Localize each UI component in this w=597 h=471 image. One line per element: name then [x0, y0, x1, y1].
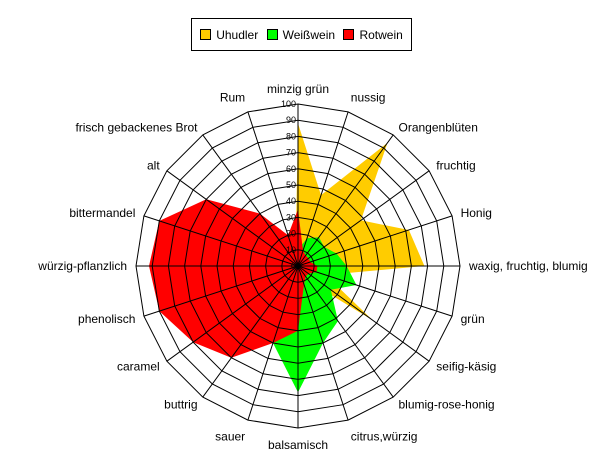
r-tick-label: 60: [286, 164, 296, 174]
grid-spoke-9: [297, 265, 349, 421]
grid-spoke-19: [247, 111, 299, 267]
grid-spoke-18: [202, 134, 299, 267]
category-label: citrus,würzig: [351, 430, 418, 444]
r-tick-label: 50: [286, 180, 296, 190]
legend-label-weisswein: Weißwein: [282, 27, 336, 42]
r-tick-label: 0: [291, 261, 296, 271]
legend-item-rotwein: Rotwein: [343, 27, 403, 42]
grid-spoke-11: [247, 265, 299, 421]
grid-spoke-8: [297, 265, 394, 398]
grid-spoke-17: [166, 170, 299, 267]
category-label: sauer: [215, 430, 245, 444]
r-tick-label: 70: [286, 148, 296, 158]
category-label: nussig: [351, 90, 386, 104]
category-label: Honig: [461, 206, 492, 220]
series-area-2: [149, 199, 318, 358]
r-tick-label: 30: [286, 212, 296, 222]
legend-swatch-rotwein: [343, 29, 355, 40]
category-label: würzig-pflanzlich: [37, 259, 127, 273]
grid-spoke-7: [297, 265, 430, 362]
grid-spoke-4: [297, 215, 453, 267]
r-tick-label: 90: [286, 115, 296, 125]
category-label: seifig-käsig: [436, 360, 496, 374]
category-label: buttrig: [164, 397, 197, 411]
category-label: phenolisch: [78, 312, 135, 326]
category-label: bittermandel: [69, 206, 135, 220]
r-tick-label: 20: [286, 229, 296, 239]
category-label: blumig-rose-honig: [399, 397, 495, 411]
category-label: fruchtig: [436, 159, 475, 173]
grid-spoke-13: [166, 265, 299, 362]
legend-swatch-weisswein: [266, 29, 278, 40]
category-label: minzig grün: [267, 82, 329, 96]
legend-label-rotwein: Rotwein: [359, 27, 403, 42]
grid-spoke-6: [297, 265, 453, 317]
legend-swatch-uhudler: [200, 29, 212, 40]
r-tick-label: 10: [286, 245, 296, 255]
r-tick-label: 40: [286, 196, 296, 206]
category-label: waxig, fruchtig, blumig: [468, 259, 588, 273]
category-label: frisch gebackenes Brot: [75, 121, 198, 135]
legend-label-uhudler: Uhudler: [216, 27, 259, 42]
legend-item-uhudler: Uhudler: [200, 28, 258, 42]
legend-item-weisswein: Weißwein: [266, 27, 336, 42]
grid-spoke-1: [297, 111, 349, 267]
category-label: alt: [147, 159, 160, 173]
category-label: Orangenblüten: [399, 121, 478, 135]
category-label: balsamisch: [268, 438, 328, 452]
category-label: grün: [461, 312, 485, 326]
grid-spoke-12: [202, 265, 299, 398]
grid-spoke-16: [143, 215, 299, 267]
grid-spoke-3: [297, 170, 430, 267]
r-tick-label: 100: [281, 99, 296, 109]
grid-spoke-2: [297, 134, 394, 267]
legend: Uhudler Weißwein Rotwein: [191, 18, 412, 51]
grid-spoke-14: [143, 265, 299, 317]
r-tick-label: 80: [286, 131, 296, 141]
category-label: Rum: [220, 90, 245, 104]
category-label: caramel: [117, 360, 160, 374]
